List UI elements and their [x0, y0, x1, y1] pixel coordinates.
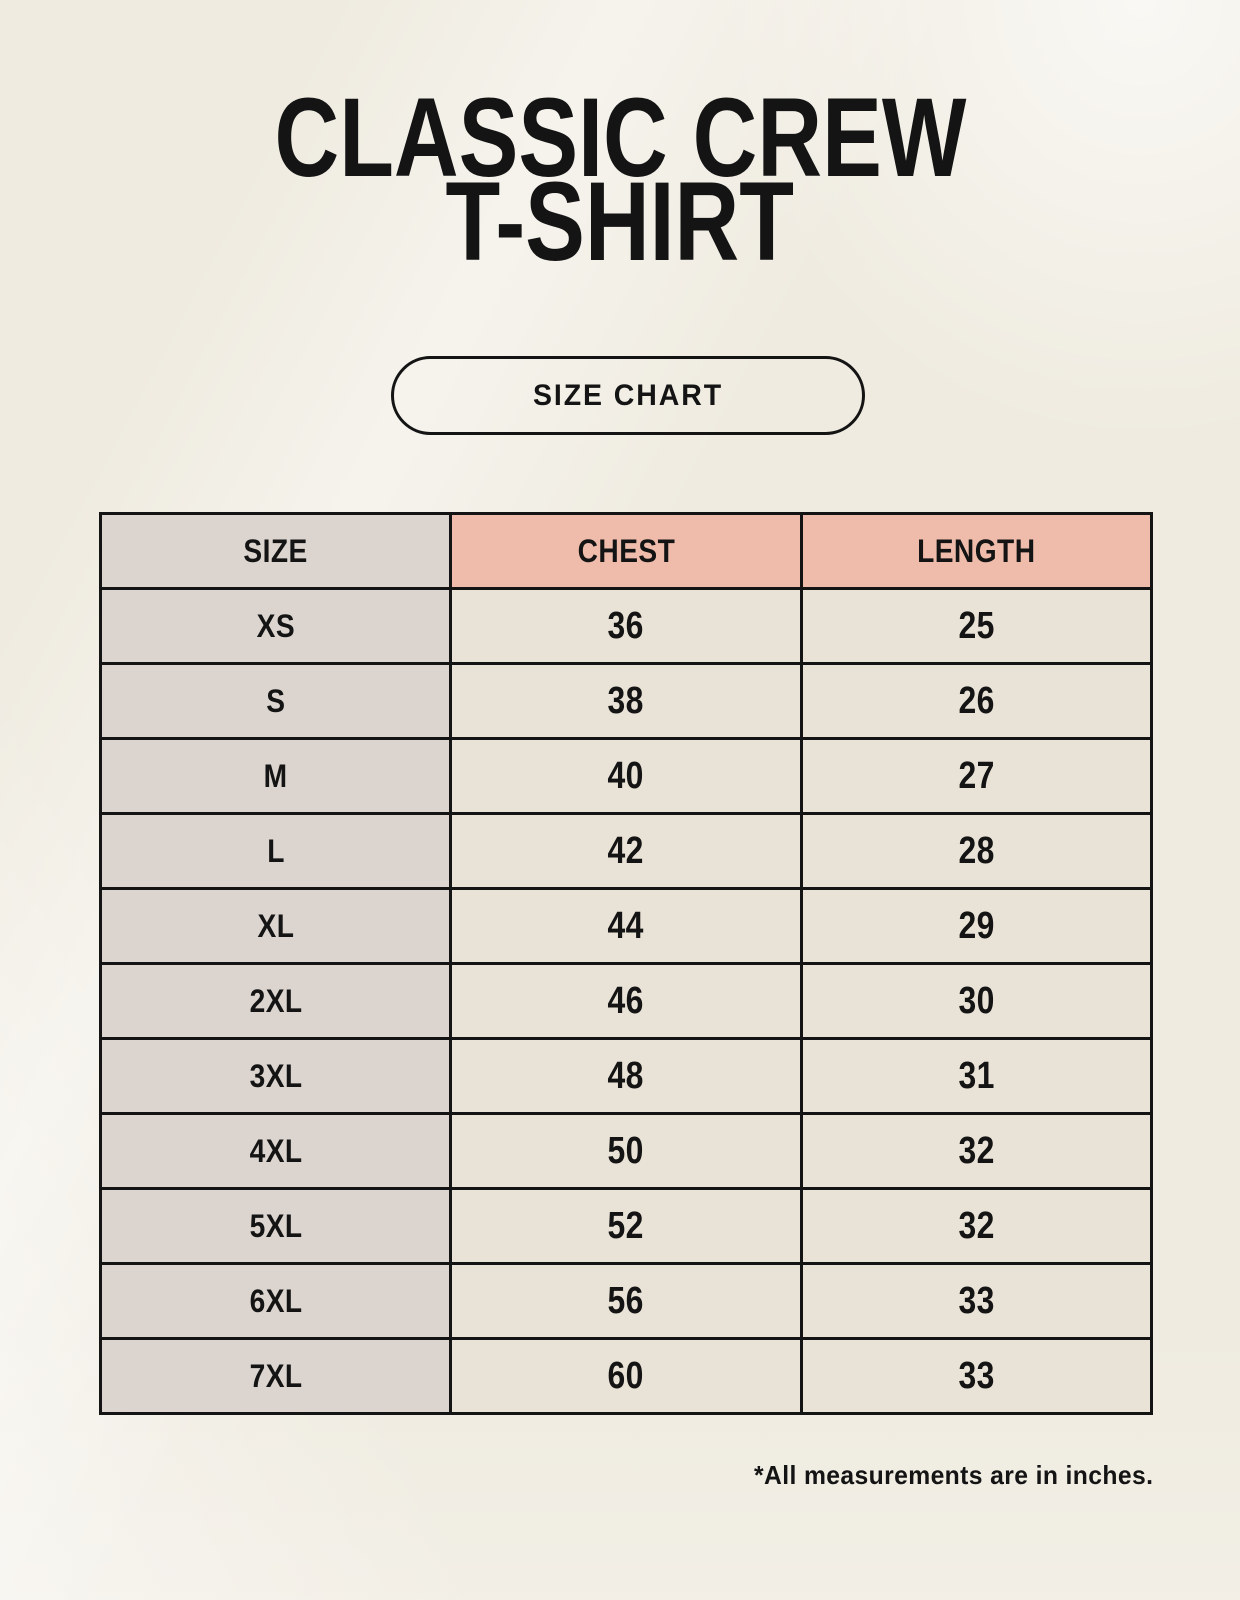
chest-cell: 46: [449, 962, 803, 1040]
table-row: M 40 27: [98, 737, 1154, 815]
size-cell: 2XL: [98, 962, 453, 1040]
length-cell: 27: [799, 737, 1154, 815]
table-row: 6XL 56 33: [98, 1262, 1154, 1340]
length-cell: 28: [799, 812, 1154, 890]
size-chart-button-label: SIZE CHART: [533, 378, 723, 412]
table-row: 3XL 48 31: [98, 1037, 1154, 1115]
column-header-chest: CHEST: [449, 512, 803, 590]
size-chart-table: SIZE CHEST LENGTH XS 36 25 S 38 26 M: [98, 512, 1154, 1415]
size-cell: XS: [98, 587, 453, 665]
chest-cell: 50: [449, 1112, 803, 1190]
length-cell: 32: [799, 1187, 1154, 1265]
length-cell: 33: [799, 1262, 1154, 1340]
page-title-line-2: T-SHIRT: [445, 159, 795, 284]
size-cell: 6XL: [98, 1262, 453, 1340]
table-row: S 38 26: [98, 662, 1154, 740]
table-header-row: SIZE CHEST LENGTH: [98, 512, 1154, 590]
size-cell: 7XL: [98, 1337, 453, 1415]
size-cell: S: [98, 662, 453, 740]
chest-cell: 48: [449, 1037, 803, 1115]
size-chart-button[interactable]: SIZE CHART: [391, 356, 865, 435]
chest-cell: 42: [449, 812, 803, 890]
table-row: 7XL 60 33: [98, 1337, 1154, 1415]
table-row: L 42 28: [98, 812, 1154, 890]
table-row: 2XL 46 30: [98, 962, 1154, 1040]
table-row: 4XL 50 32: [98, 1112, 1154, 1190]
table-row: XS 36 25: [98, 587, 1154, 665]
page-title: CLASSIC CREW T-SHIRT: [0, 75, 1240, 284]
page-title-line-1: CLASSIC CREW: [274, 75, 966, 200]
chest-cell: 40: [449, 737, 803, 815]
size-chart-table-container: SIZE CHEST LENGTH XS 36 25 S 38 26 M: [98, 512, 1154, 1415]
size-cell: 3XL: [98, 1037, 453, 1115]
table-row: 5XL 52 32: [98, 1187, 1154, 1265]
column-header-size: SIZE: [98, 512, 453, 590]
column-header-length: LENGTH: [799, 512, 1154, 590]
length-cell: 30: [799, 962, 1154, 1040]
length-cell: 29: [799, 887, 1154, 965]
size-cell: 5XL: [98, 1187, 453, 1265]
size-cell: XL: [98, 887, 453, 965]
measurement-note: *All measurements are in inches.: [753, 1460, 1153, 1490]
length-cell: 32: [799, 1112, 1154, 1190]
chest-cell: 44: [449, 887, 803, 965]
length-cell: 26: [799, 662, 1154, 740]
length-cell: 33: [799, 1337, 1154, 1415]
size-cell: M: [98, 737, 453, 815]
chest-cell: 38: [449, 662, 803, 740]
chest-cell: 56: [449, 1262, 803, 1340]
table-row: XL 44 29: [98, 887, 1154, 965]
chest-cell: 60: [449, 1337, 803, 1415]
length-cell: 25: [799, 587, 1154, 665]
chest-cell: 52: [449, 1187, 803, 1265]
chest-cell: 36: [449, 587, 803, 665]
size-cell: L: [98, 812, 453, 890]
size-cell: 4XL: [98, 1112, 453, 1190]
length-cell: 31: [799, 1037, 1154, 1115]
